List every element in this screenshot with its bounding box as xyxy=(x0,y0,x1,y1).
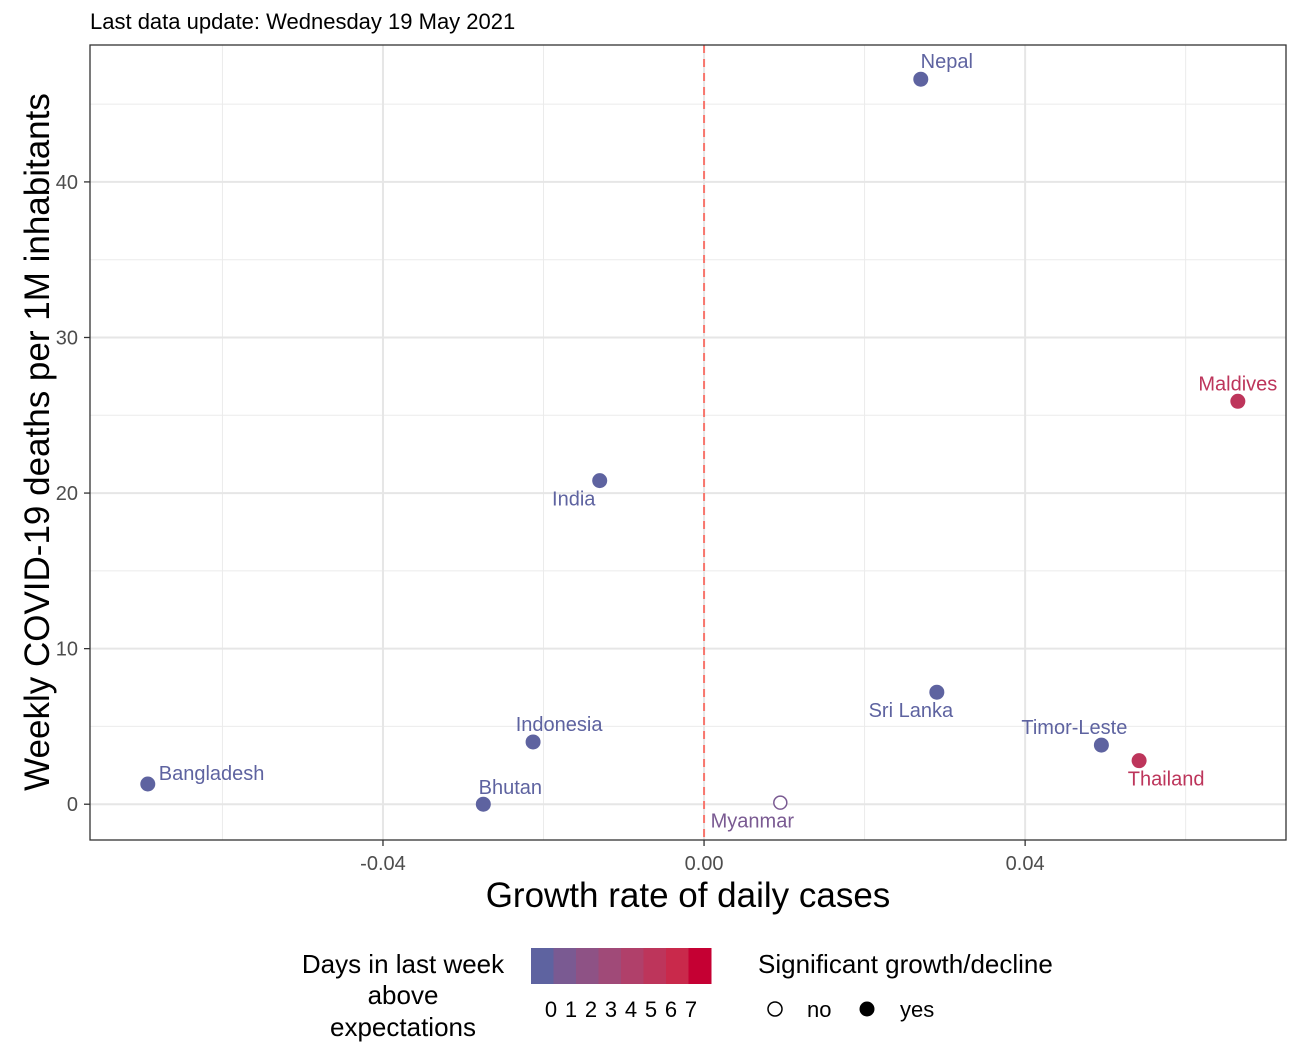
data-point-label-timor-leste: Timor-Leste xyxy=(1021,717,1127,739)
data-point-thailand xyxy=(1131,753,1147,769)
data-point-maldives xyxy=(1230,393,1246,409)
data-point-label-bhutan: Bhutan xyxy=(479,777,542,799)
x-tick-label: 0.00 xyxy=(685,853,724,875)
color-legend-label: 3 xyxy=(605,997,617,1022)
data-point-label-bangladesh: Bangladesh xyxy=(159,763,265,785)
data-point-bangladesh xyxy=(140,776,156,792)
data-point-label-myanmar: Myanmar xyxy=(711,811,795,833)
data-point-indonesia xyxy=(525,734,541,750)
data-point-labels: Nepal Maldives India Sri Lanka Timor-Leste Th… xyxy=(159,51,1278,832)
data-point-nepal xyxy=(913,71,929,87)
plot-border xyxy=(89,44,1287,841)
color-legend-segment xyxy=(688,948,712,984)
data-point-myanmar xyxy=(773,795,788,810)
data-point-label-thailand: Thailand xyxy=(1128,769,1205,791)
minor-gridlines xyxy=(90,45,1286,840)
color-legend-title-line2: above xyxy=(368,980,439,1010)
data-point-label-nepal: Nepal xyxy=(921,51,973,73)
color-legend-segment xyxy=(553,948,577,984)
x-tick-label: -0.04 xyxy=(360,853,406,875)
chart-subtitle: Last data update: Wednesday 19 May 2021 xyxy=(90,9,515,34)
data-point-label-sri-lanka: Sri Lanka xyxy=(869,700,954,722)
color-legend-segment xyxy=(666,948,689,984)
color-legend-segment xyxy=(643,948,667,984)
plot-panel xyxy=(90,45,1286,840)
y-tick-label: 0 xyxy=(67,794,78,816)
x-axis-title: Growth rate of daily cases xyxy=(486,876,891,915)
data-point-label-indonesia: Indonesia xyxy=(516,714,604,736)
color-legend-segment xyxy=(576,948,599,984)
data-point-timor-leste xyxy=(1093,737,1109,753)
color-legend-label: 4 xyxy=(625,997,637,1022)
data-point-bhutan xyxy=(475,796,491,812)
color-legend-label: 2 xyxy=(585,997,597,1022)
color-legend-bar xyxy=(531,948,712,984)
data-points xyxy=(140,71,1246,812)
data-point-sri-lanka xyxy=(929,684,945,700)
x-axis-ticks: -0.04 0.00 0.04 xyxy=(360,840,1045,875)
color-legend-segment xyxy=(598,948,622,984)
color-legend-segment xyxy=(531,948,554,984)
color-legend-title-line1: Days in last week xyxy=(302,949,505,979)
legend-open-circle-icon xyxy=(767,1001,783,1017)
data-point-label-india: India xyxy=(552,489,596,511)
shape-legend-title: Significant growth/decline xyxy=(758,949,1053,979)
color-legend-segment xyxy=(621,948,644,984)
y-tick-label: 10 xyxy=(56,639,78,661)
shape-legend: Significant growth/decline no yes xyxy=(758,949,1053,1022)
legend-filled-circle-icon xyxy=(859,1001,875,1017)
color-legend-label: 1 xyxy=(565,997,577,1022)
color-legend-label: 6 xyxy=(665,997,677,1022)
data-point-label-maldives: Maldives xyxy=(1198,373,1277,395)
color-legend-label: 5 xyxy=(645,997,657,1022)
y-tick-label: 40 xyxy=(56,172,78,194)
shape-legend-yes-label: yes xyxy=(900,997,934,1022)
data-point-india xyxy=(592,473,608,489)
color-legend-label: 7 xyxy=(685,997,697,1022)
y-tick-label: 30 xyxy=(56,327,78,349)
y-tick-label: 20 xyxy=(56,483,78,505)
color-legend-label: 0 xyxy=(545,997,557,1022)
color-legend-title-line3: expectations xyxy=(330,1012,476,1042)
x-tick-label: 0.04 xyxy=(1006,853,1045,875)
shape-legend-no-label: no xyxy=(807,997,831,1022)
y-axis-title: Weekly COVID-19 deaths per 1M inhabitant… xyxy=(18,93,57,791)
y-axis-ticks: 0 10 20 30 40 xyxy=(56,172,90,816)
